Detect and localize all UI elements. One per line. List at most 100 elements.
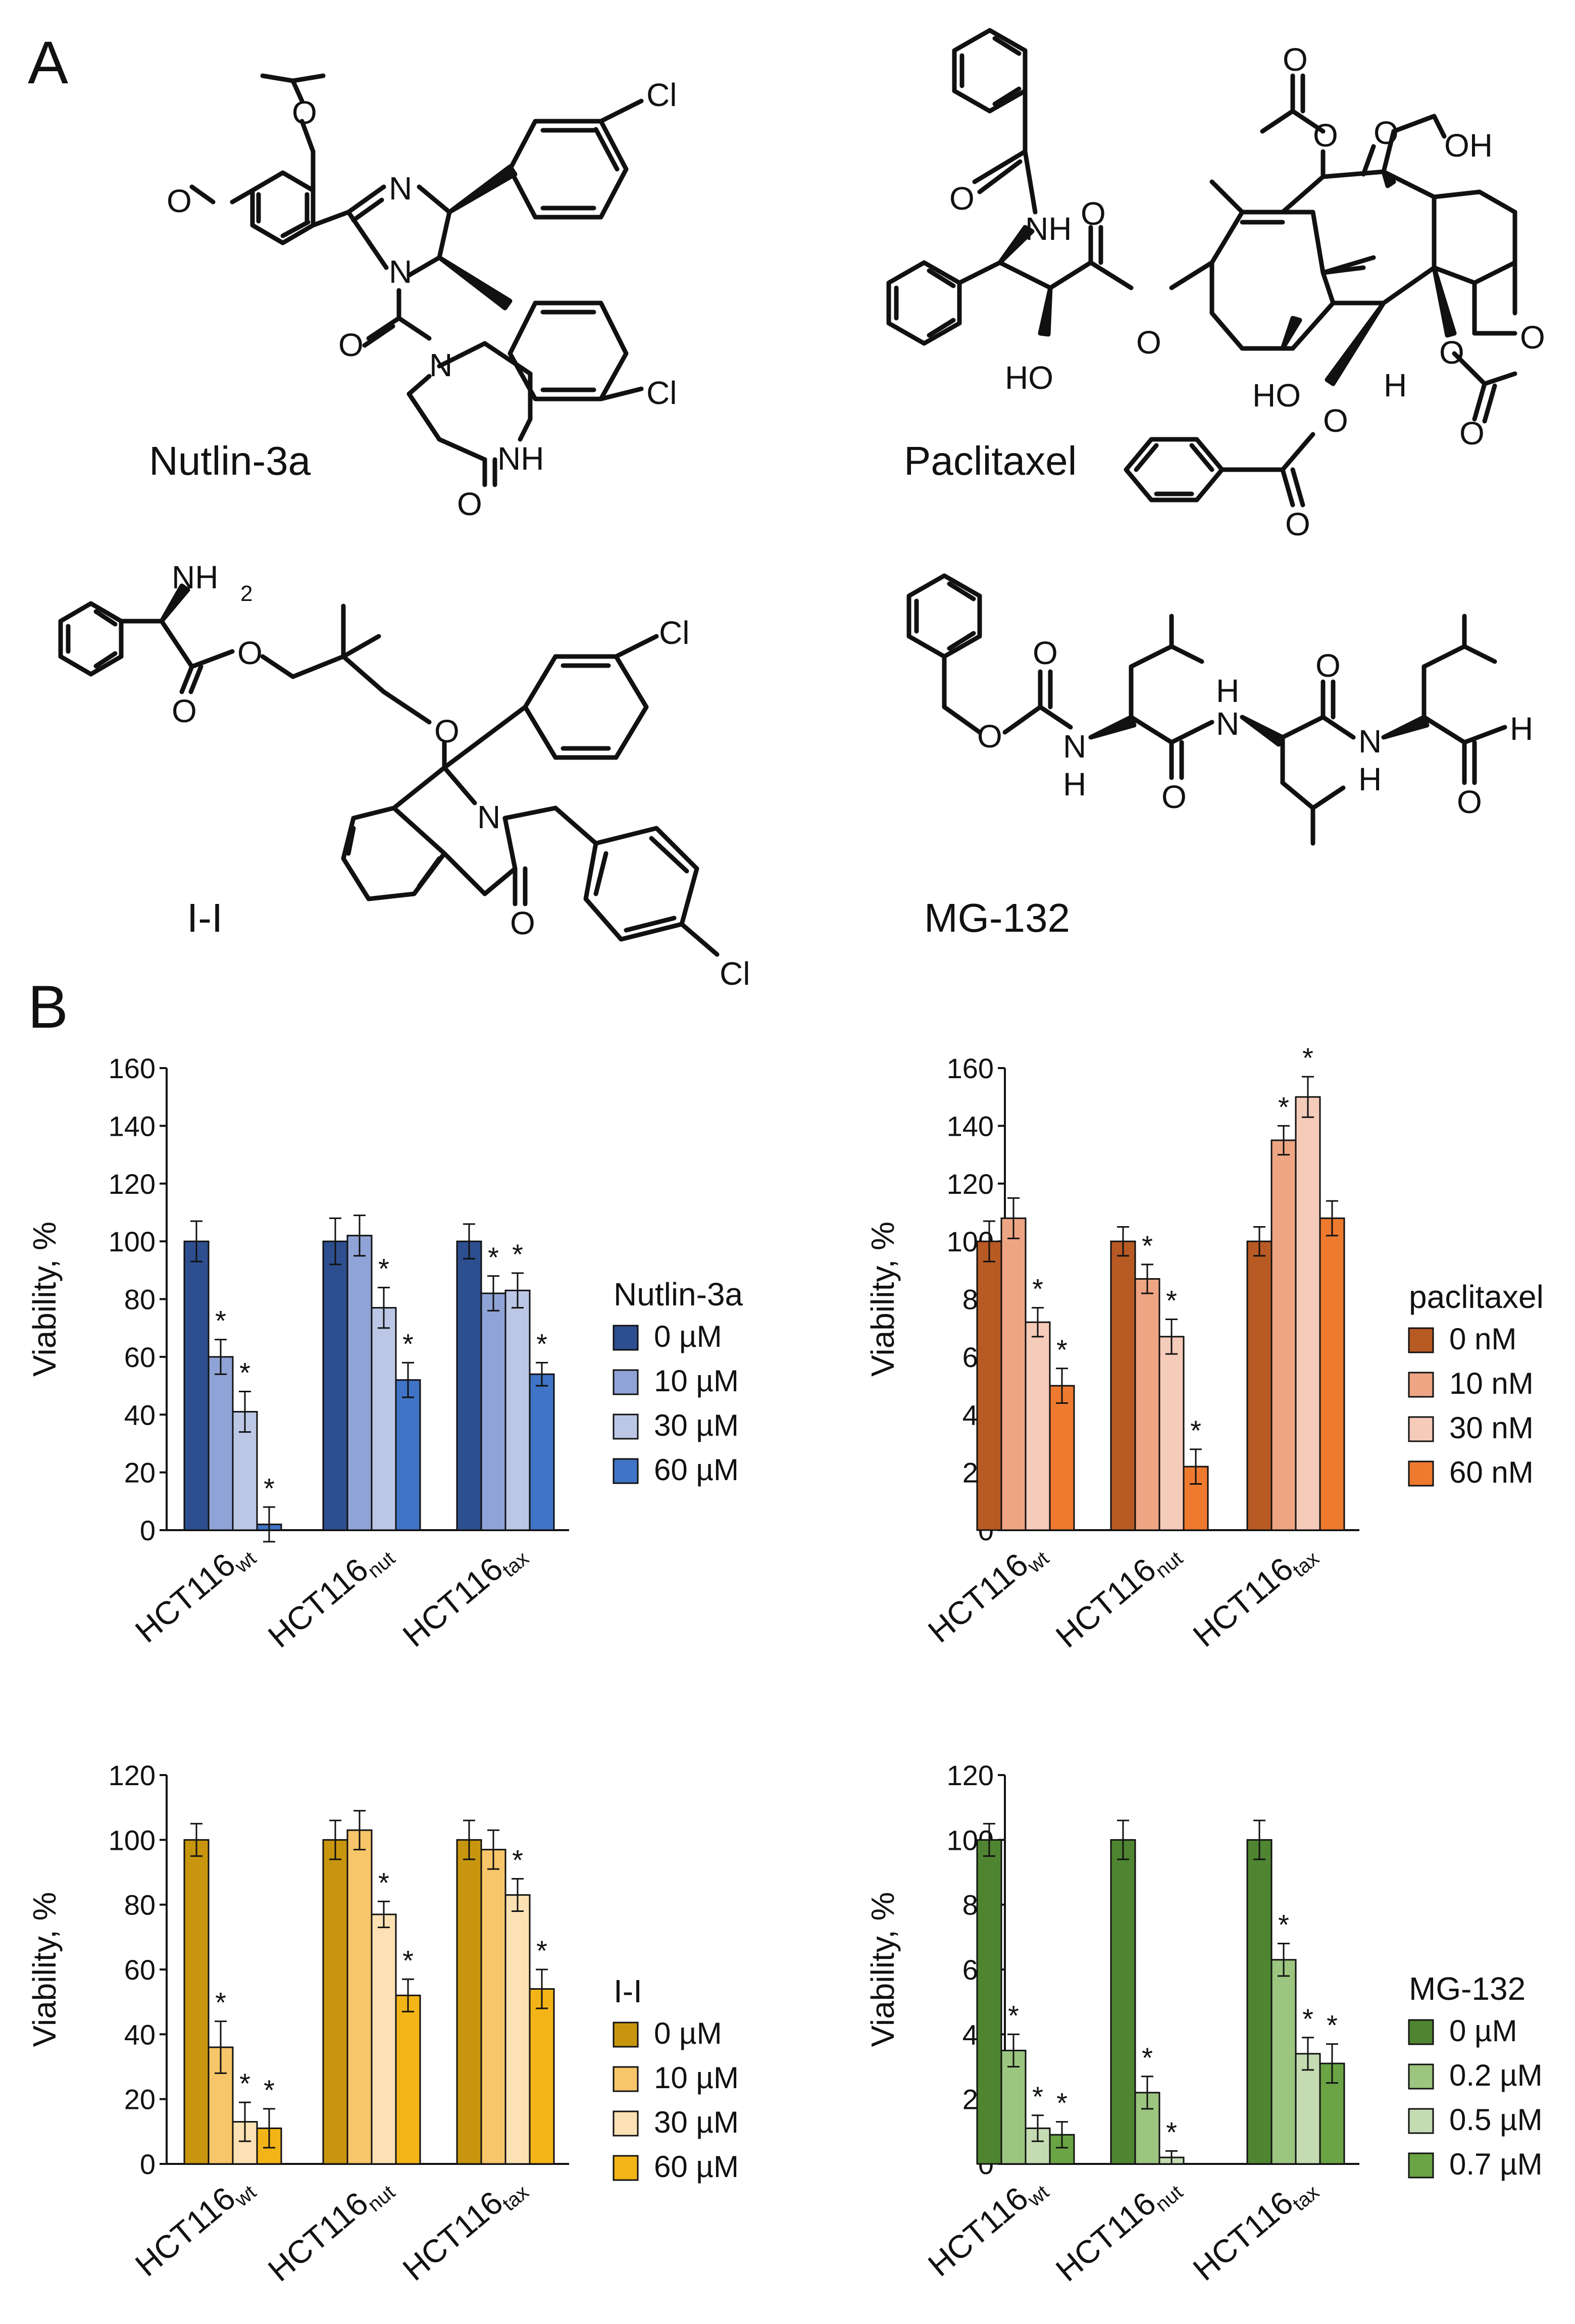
atom-label: O	[977, 718, 1002, 754]
y-tick-label: 120	[109, 1759, 156, 1791]
atom-label: H	[1510, 711, 1533, 747]
y-tick-label: 100	[109, 1226, 156, 1257]
legend-swatch	[613, 1413, 639, 1440]
x-tick-label-base: HCT116	[1186, 2184, 1300, 2288]
significance-marker: *	[239, 2067, 250, 2099]
legend: I-I 0 µM 10 µM 30 µM 60 µM	[613, 1973, 739, 2184]
legend-title: MG-132	[1409, 1971, 1526, 2007]
y-tick-label: 120	[947, 1759, 994, 1791]
panel-label-a: A	[28, 29, 69, 96]
significance-marker: *	[536, 1935, 547, 1966]
significance-marker: *	[1166, 1285, 1177, 1317]
significance-marker: *	[402, 1944, 414, 1976]
atom-label: H	[1216, 673, 1239, 709]
panel-label-b: B	[28, 973, 69, 1041]
legend: paclitaxel 0 nM 10 nM 30 nM 60 nM	[1408, 1279, 1544, 1489]
bar	[395, 1379, 421, 1531]
atom-label: O	[292, 94, 317, 131]
nutlin-3a-structure	[189, 73, 644, 487]
x-tick-label: HCT116wt	[921, 2167, 1053, 2287]
significance-marker: *	[1302, 1042, 1313, 1074]
legend-swatch	[1408, 2063, 1434, 2090]
atom-label: N	[1216, 705, 1239, 742]
bar	[976, 1839, 1002, 2165]
paclitaxel-structure	[886, 28, 1517, 508]
y-axis-title: Viability, %	[26, 1892, 63, 2047]
chemical-structures: O O N N O N NH O Cl Cl O NH HO O O O O O…	[58, 28, 1545, 990]
bar	[480, 1292, 506, 1531]
significance-marker: *	[1032, 1273, 1043, 1305]
atom-label: O	[1136, 324, 1161, 361]
y-tick-label: 20	[124, 2084, 156, 2115]
atom-label: Cl	[659, 615, 689, 651]
y-axis-title: Viability, %	[865, 1892, 901, 2047]
significance-marker: *	[1166, 2116, 1177, 2148]
atom-label: O	[167, 183, 192, 219]
significance-marker: *	[215, 1305, 226, 1337]
y-tick-label: 80	[124, 1889, 156, 1921]
legend-label: 30 µM	[654, 2105, 739, 2139]
significance-marker: *	[1056, 1334, 1068, 1366]
significance-marker: *	[512, 1844, 523, 1876]
atom-label: O	[1459, 415, 1485, 451]
atom-label: O	[434, 713, 460, 749]
bar	[529, 1988, 555, 2165]
legend-label: 60 µM	[654, 2150, 739, 2184]
atom-label: NH	[1025, 211, 1072, 247]
atom-label: HO	[1252, 377, 1301, 414]
atom-label: N	[1063, 728, 1086, 765]
atom-label: O	[1374, 115, 1399, 151]
legend: Nutlin-3a 0 µM 10 µM 30 µM 60 µM	[613, 1276, 743, 1487]
atom-label: Cl	[720, 955, 750, 990]
atom-label: O	[1033, 635, 1058, 671]
significance-marker: *	[1278, 1091, 1289, 1123]
legend-swatch	[1408, 1372, 1434, 1398]
legend-label: 60 µM	[654, 1453, 739, 1487]
y-tick-label: 120	[947, 1168, 994, 1200]
legend-swatch	[1408, 1327, 1434, 1353]
atom-label: OH	[1444, 127, 1493, 164]
legend-label: 0 nM	[1449, 1322, 1516, 1356]
y-tick-label: 20	[124, 1457, 156, 1489]
atom-label: O	[510, 905, 535, 941]
atom-label: O	[1315, 647, 1341, 684]
y-tick-label: 60	[124, 1954, 156, 1986]
significance-marker: *	[215, 1987, 226, 2018]
legend-swatch	[613, 2155, 639, 2181]
y-tick-label: 80	[124, 1284, 156, 1316]
atom-label: Cl	[646, 77, 677, 113]
atom-label: H	[1384, 367, 1407, 403]
bar	[1271, 1139, 1297, 1531]
significance-marker: *	[512, 1238, 523, 1270]
bar	[371, 1307, 397, 1531]
atom-label: O	[1283, 41, 1308, 78]
legend: MG-132 0 µM 0.2 µM 0.5 µM 0.7 µM	[1408, 1971, 1543, 2181]
legend-label: 0.5 µM	[1449, 2103, 1543, 2137]
significance-marker: *	[1008, 1999, 1019, 2031]
significance-marker: *	[1056, 2087, 1068, 2119]
atom-label: NH	[172, 559, 218, 595]
y-tick-label: 140	[947, 1110, 994, 1142]
legend-swatch	[1408, 1460, 1434, 1487]
significance-marker: *	[264, 1472, 275, 1504]
atom-label: O	[1323, 402, 1348, 439]
atom-label: O	[237, 635, 263, 671]
legend-title: Nutlin-3a	[614, 1276, 743, 1312]
mg-132-structure	[906, 573, 1507, 846]
significance-marker: *	[536, 1328, 547, 1359]
atom-label: O	[1285, 506, 1310, 542]
bar	[1319, 1217, 1345, 1531]
legend-swatch	[613, 1458, 639, 1484]
x-tick-label-base: HCT116	[921, 2180, 1035, 2283]
legend-label: 0 µM	[654, 2016, 722, 2050]
y-tick-label: 160	[109, 1052, 156, 1084]
significance-marker: *	[378, 1253, 389, 1285]
legend-swatch	[1408, 2108, 1434, 2134]
significance-marker: *	[402, 1328, 414, 1359]
atom-label: N	[389, 254, 412, 290]
bar	[1049, 1385, 1075, 1531]
atom-label: N	[429, 347, 452, 383]
